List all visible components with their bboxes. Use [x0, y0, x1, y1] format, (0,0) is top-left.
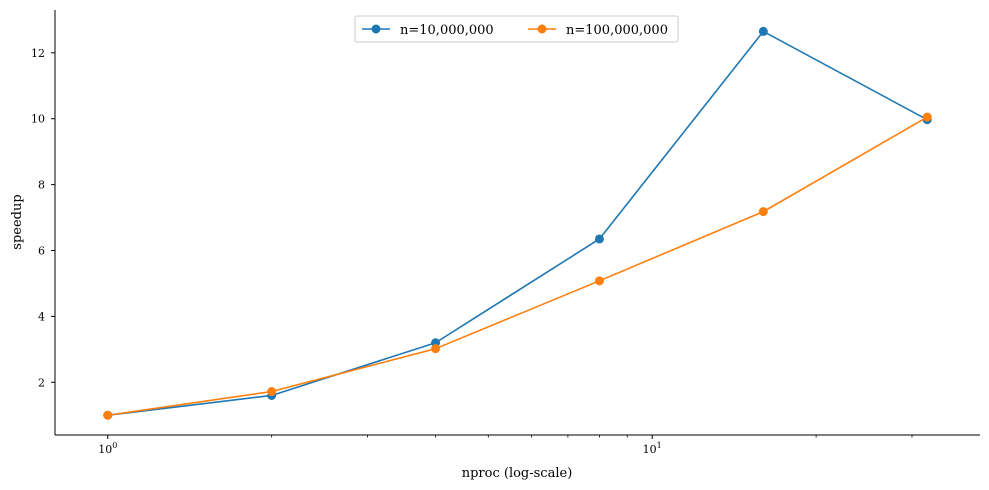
legend-label-series-1: n=10,000,000 — [400, 23, 494, 38]
x-tick-label: 100 — [98, 441, 117, 456]
series-line-1 — [107, 30, 928, 417]
legend: n=10,000,000 n=100,000,000 — [354, 15, 679, 43]
y-tick-label: 8 — [38, 179, 45, 192]
x-tick-label: 101 — [643, 441, 662, 456]
legend-label-series-2: n=100,000,000 — [566, 23, 668, 38]
y-tick-label: 6 — [38, 245, 45, 258]
data-point-series-2 — [758, 207, 768, 217]
data-point-series-2 — [431, 344, 441, 354]
y-tick-label: 2 — [38, 376, 45, 389]
data-point-series-1 — [758, 26, 768, 36]
data-point-series-1 — [594, 234, 604, 244]
data-point-series-2 — [267, 387, 277, 397]
x-ticks: 100 101 — [98, 435, 913, 456]
y-tick-label: 10 — [31, 113, 45, 126]
y-tick-label: 4 — [38, 310, 45, 323]
y-ticks: 2 4 6 8 10 12 — [31, 47, 55, 389]
legend-marker-series-1 — [371, 24, 381, 34]
y-axis-title: speedup — [10, 194, 25, 249]
series-line-2 — [107, 116, 928, 417]
data-point-series-2 — [922, 112, 932, 122]
data-point-series-2 — [594, 276, 604, 286]
data-point-series-2 — [103, 410, 113, 420]
x-axis-title: nproc (log-scale) — [462, 466, 573, 481]
axes — [54, 10, 980, 436]
legend-frame — [354, 15, 679, 43]
series-layer — [103, 26, 932, 420]
y-tick-label: 12 — [31, 47, 45, 60]
legend-marker-series-2 — [537, 24, 547, 34]
